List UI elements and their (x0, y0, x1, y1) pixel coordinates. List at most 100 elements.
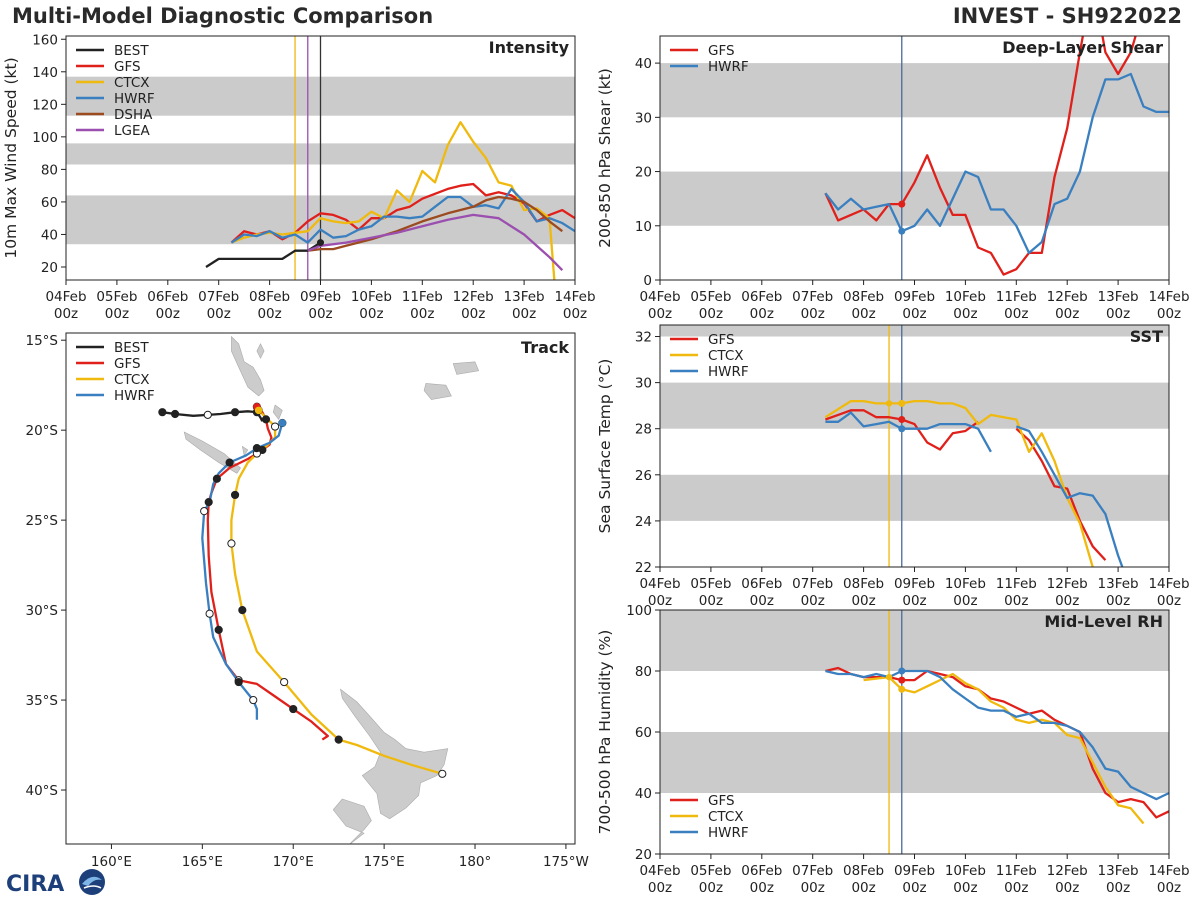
x-tick-date: 07Feb (792, 289, 833, 305)
y-tick-label: 60 (41, 195, 58, 211)
x-tick-date: 13Feb (504, 289, 545, 305)
y-tick-label: 28 (635, 422, 652, 438)
lon-tick-label: 170°E (273, 854, 314, 870)
x-tick-hour: 00z (461, 306, 485, 322)
lon-tick-label: 175°W (543, 854, 589, 870)
x-tick-hour: 00z (54, 306, 78, 322)
north-island-land (340, 688, 449, 820)
y-tick-label: 26 (635, 468, 652, 484)
y-tick-label: 0 (643, 273, 652, 289)
panel-rh: 2040608010004Feb00z05Feb00z06Feb00z07Feb… (596, 603, 1190, 896)
track-line-ctcx (230, 409, 443, 775)
x-tick-hour: 00z (308, 306, 332, 322)
x-tick-date: 08Feb (249, 289, 290, 305)
lon-tick-label: 180° (459, 854, 492, 870)
y-tick-label: 40 (41, 227, 58, 243)
x-tick-date: 06Feb (741, 863, 782, 879)
track-position-dot (214, 625, 223, 634)
x-tick-date: 11Feb (402, 289, 443, 305)
x-tick-date: 07Feb (792, 576, 833, 592)
x-tick-hour: 00z (699, 306, 723, 322)
storm-id-title: INVEST - SH922022 (952, 4, 1182, 28)
x-tick-hour: 00z (750, 593, 774, 609)
x-tick-hour: 00z (801, 880, 825, 896)
track-position-dot (234, 677, 243, 687)
track-position-dot (334, 735, 343, 744)
panel-title: Track (521, 338, 569, 357)
series-line-hwrf (824, 72, 1169, 255)
x-tick-hour: 00z (1157, 306, 1181, 322)
legend-label: HWRF (708, 364, 749, 380)
series-line-lgea (307, 213, 564, 272)
x-tick-date: 14Feb (554, 289, 595, 305)
x-tick-hour: 00z (1055, 880, 1079, 896)
x-tick-hour: 00z (648, 593, 672, 609)
y-tick-label: 120 (32, 97, 58, 113)
gray-band (660, 474, 1169, 521)
landmass-group (183, 335, 480, 844)
x-tick-hour: 00z (563, 306, 587, 322)
legend-label: HWRF (708, 59, 749, 75)
x-tick-hour: 00z (851, 880, 875, 896)
analysis-marker (898, 676, 906, 684)
x-tick-hour: 00z (512, 306, 536, 322)
lat-tick-label: 15°S (26, 333, 59, 349)
x-tick-date: 13Feb (1098, 289, 1139, 305)
logo-text: CIRA (6, 872, 64, 897)
track-position-dot (225, 458, 234, 467)
x-tick-date: 08Feb (843, 289, 884, 305)
track-start-marker (254, 406, 263, 415)
series-line-hwrf (230, 187, 575, 244)
x-tick-hour: 00z (648, 880, 672, 896)
lat-tick-label: 30°S (26, 603, 59, 619)
gray-band (660, 610, 1169, 671)
legend-label: CTCX (114, 75, 150, 91)
x-tick-hour: 00z (359, 306, 383, 322)
lat-tick-label: 25°S (26, 513, 59, 529)
lat-tick-label: 40°S (26, 783, 59, 799)
analysis-marker (898, 227, 906, 235)
y-tick-label: 40 (635, 786, 652, 802)
x-tick-date: 11Feb (996, 576, 1037, 592)
legend-label: HWRF (114, 91, 155, 107)
x-tick-hour: 00z (750, 880, 774, 896)
series-line-ctcx (824, 399, 1095, 567)
south-island-land (332, 798, 372, 844)
x-tick-date: 04Feb (639, 289, 680, 305)
x-tick-hour: 00z (1106, 306, 1130, 322)
track-position-dot (230, 490, 240, 500)
y-axis-label: Sea Surface Temp (°C) (596, 359, 614, 534)
x-tick-hour: 00z (1157, 593, 1181, 609)
series-line-best (205, 241, 322, 268)
legend-label: BEST (114, 43, 149, 59)
x-tick-hour: 00z (851, 306, 875, 322)
track-position-dot (203, 410, 212, 419)
figure-title: Multi-Model Diagnostic Comparison (12, 4, 434, 28)
x-tick-hour: 00z (1106, 593, 1130, 609)
legend-label: GFS (114, 356, 141, 372)
panel-title: Mid-Level RH (1044, 612, 1163, 631)
x-tick-hour: 00z (801, 306, 825, 322)
y-tick-label: 100 (626, 603, 652, 619)
x-tick-date: 08Feb (843, 576, 884, 592)
y-tick-label: 30 (635, 376, 652, 392)
x-tick-date: 04Feb (639, 576, 680, 592)
analysis-marker (885, 400, 893, 407)
x-tick-hour: 00z (953, 593, 977, 609)
track-position-dot (252, 444, 261, 453)
analysis-marker (898, 685, 906, 693)
vanuatu-land (272, 404, 283, 421)
y-tick-label: 32 (635, 330, 652, 346)
x-tick-hour: 00z (902, 593, 926, 609)
x-tick-hour: 00z (257, 306, 281, 322)
y-axis-label: 700-500 hPa Humidity (%) (596, 630, 614, 835)
x-tick-date: 06Feb (741, 289, 782, 305)
y-tick-label: 80 (41, 162, 58, 178)
x-tick-date: 11Feb (996, 289, 1037, 305)
y-tick-label: 140 (32, 65, 58, 81)
legend-label: HWRF (708, 825, 749, 841)
analysis-marker (885, 673, 893, 681)
x-tick-date: 06Feb (147, 289, 188, 305)
track-position-dot (212, 474, 221, 483)
